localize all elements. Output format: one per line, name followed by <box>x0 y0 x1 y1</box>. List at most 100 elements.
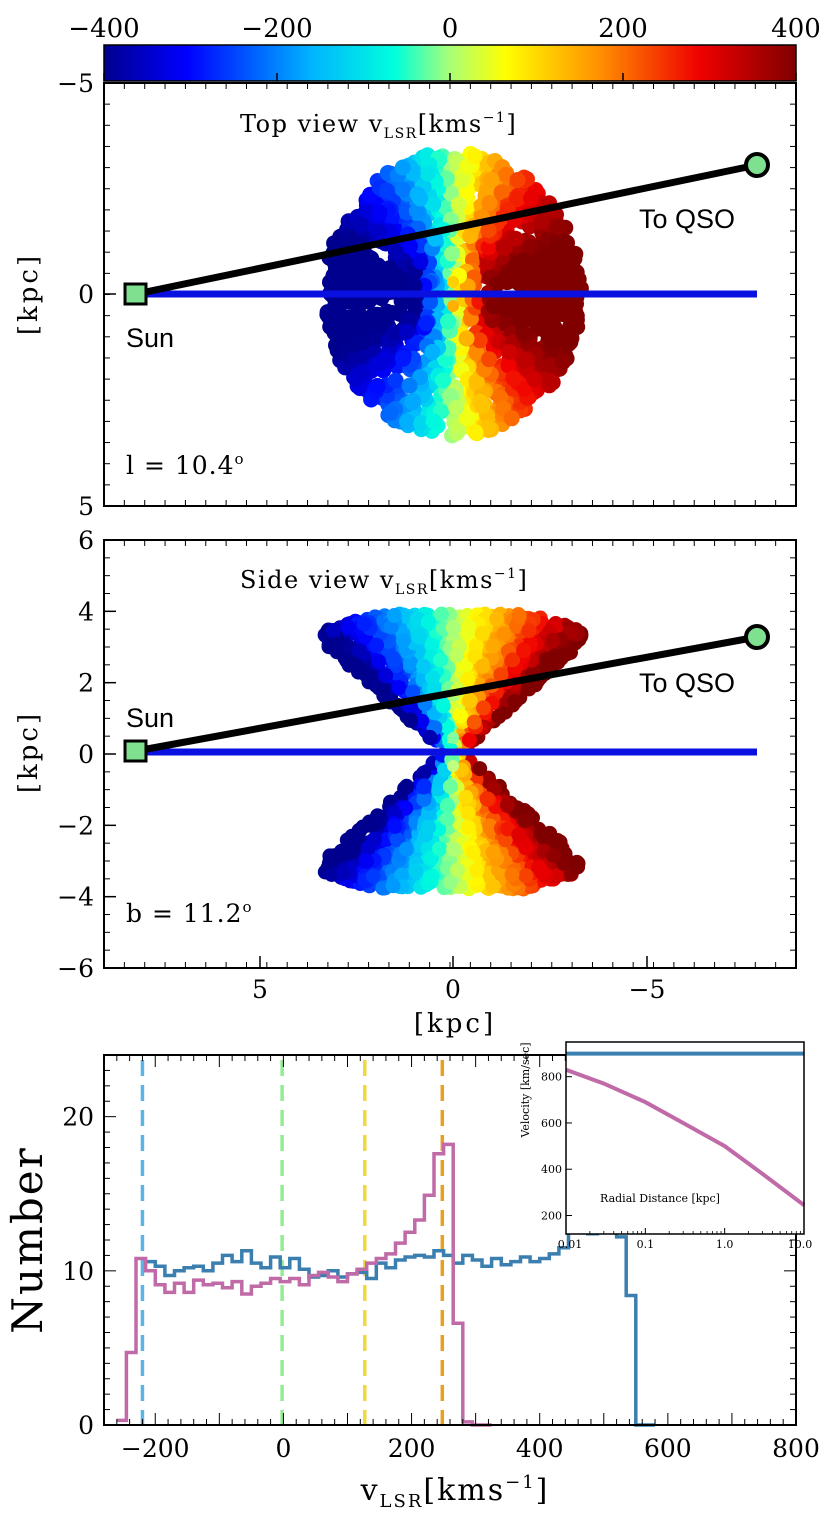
side-ytick-label: 2 <box>78 669 94 698</box>
top-disk-point <box>544 333 561 350</box>
top-disk-point <box>422 293 439 310</box>
top-ytick-label: 0 <box>78 280 94 309</box>
top-view-title: Top view vLSR[kms−1] <box>240 110 517 142</box>
top-disk-point <box>542 357 559 374</box>
side-cone-point <box>465 845 481 861</box>
top-disk-point <box>370 223 387 240</box>
side-cone-point <box>507 694 523 710</box>
side-cone-point <box>411 629 427 645</box>
top-disk-point <box>352 216 369 233</box>
side-cone-point <box>420 614 436 630</box>
top-disk-point <box>489 275 506 292</box>
top-disk-point <box>480 419 497 436</box>
inset-ytick-label: 200 <box>541 1209 562 1222</box>
top-disk-point <box>539 370 556 387</box>
side-cone-point <box>422 729 438 745</box>
side-cone-point <box>435 698 451 714</box>
side-cone-point <box>472 761 488 777</box>
top-disk-point <box>369 377 386 394</box>
side-cone-point <box>517 813 533 829</box>
top-qso-sightline <box>135 161 758 298</box>
side-cone-point <box>500 821 516 837</box>
histogram-xtick-label: 600 <box>644 1434 692 1463</box>
inset-xtick-label: 1.0 <box>716 1238 734 1251</box>
side-cone-point <box>511 827 527 843</box>
side-cone-point <box>485 844 501 860</box>
top-disk-point <box>522 239 539 256</box>
top-ytick-label: −5 <box>57 69 94 98</box>
top-sun-marker <box>123 282 148 306</box>
side-cone-point <box>540 656 555 672</box>
side-qso-marker <box>744 624 770 650</box>
top-qso-marker <box>744 152 770 178</box>
side-ytick-label: −4 <box>57 883 94 912</box>
side-cone-point <box>452 708 468 724</box>
side-cone-point <box>383 619 399 635</box>
side-cone-point <box>460 671 476 687</box>
side-cone-point <box>433 652 448 668</box>
side-cone-point <box>352 643 367 659</box>
top-disk-point <box>497 239 513 256</box>
top-disk-point <box>485 298 502 315</box>
side-xtick-label: 0 <box>445 975 461 1004</box>
side-ylabel: [kpc] <box>14 711 44 793</box>
top-disk-point <box>526 371 543 388</box>
histogram-ylabel: Number <box>3 1146 52 1333</box>
top-disk-point <box>361 254 378 271</box>
side-cone-point <box>355 819 371 835</box>
side-cone-point <box>449 862 465 878</box>
side-cone-point <box>369 637 385 653</box>
top-disk-point <box>480 222 497 239</box>
top-disk-point <box>401 377 418 394</box>
side-cone-point <box>462 693 478 709</box>
top-disk-center-point <box>447 300 459 312</box>
histogram-series-pink <box>116 1142 492 1427</box>
top-disk-point <box>438 199 455 216</box>
top-disk-point <box>509 191 526 208</box>
histogram-series-blue <box>145 1219 655 1427</box>
top-disk-point <box>379 182 396 199</box>
side-cone-point <box>442 779 458 794</box>
side-cone-point <box>440 797 456 813</box>
side-cone-point <box>511 608 527 624</box>
top-disk-point <box>385 324 402 341</box>
top-disk-point <box>501 344 518 360</box>
side-cone-point <box>534 865 550 881</box>
top-disk-point <box>503 269 520 286</box>
side-cone-point <box>545 632 561 648</box>
top-disk-point <box>406 296 423 313</box>
top-disk-point <box>406 277 423 294</box>
side-cone-point <box>448 648 464 663</box>
histogram-panel: −200 0 200 400 600 800 0 10 20 Number vLSR[kms−1… <box>3 1054 820 1512</box>
side-cone-point <box>345 839 361 855</box>
top-disk-point <box>554 354 571 371</box>
inset-background <box>566 1042 804 1234</box>
side-cone-point <box>359 853 374 869</box>
inset-series-pink <box>565 1067 806 1207</box>
top-view-panel: Sun To QSO Top view vLSR[kms−1] l = 10.4… <box>14 69 797 521</box>
top-disk-point <box>394 159 411 176</box>
side-qso-label: To QSO <box>639 668 735 698</box>
top-disk-point <box>507 230 524 247</box>
top-disk-point <box>500 357 517 374</box>
top-disk-point <box>419 165 436 182</box>
side-cone-point <box>387 805 403 821</box>
side-cone-point <box>553 650 569 666</box>
side-ytick-label: −2 <box>57 811 94 840</box>
side-cone-point <box>476 700 491 716</box>
side-cone-point <box>422 869 438 885</box>
top-disk-point <box>378 303 395 320</box>
side-cone-point <box>466 714 482 730</box>
top-disk-point <box>474 398 491 415</box>
side-cone-point <box>460 819 476 835</box>
histogram-xtick-label: 0 <box>275 1434 291 1463</box>
side-cone-point <box>385 878 401 894</box>
side-cone-point <box>335 865 351 881</box>
side-ytick-label: 6 <box>78 526 94 555</box>
side-cone-point <box>446 841 462 857</box>
inset-xtick-label: 0.1 <box>637 1238 655 1251</box>
side-cone-point <box>365 868 381 884</box>
colorbar-tick-label: 400 <box>771 14 821 44</box>
side-cone-point <box>399 778 415 794</box>
top-disk-point <box>394 181 411 198</box>
